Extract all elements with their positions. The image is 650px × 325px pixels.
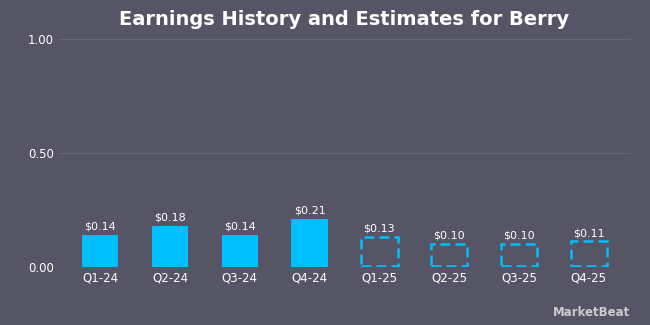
Text: $0.18: $0.18 (154, 213, 186, 223)
Bar (222, 235, 258, 266)
Bar (571, 241, 607, 266)
Bar (431, 244, 467, 266)
Title: Earnings History and Estimates for Berry: Earnings History and Estimates for Berry (120, 10, 569, 29)
Bar (291, 219, 328, 266)
Bar (361, 237, 398, 266)
Bar (152, 226, 188, 266)
Bar (82, 235, 118, 266)
Text: $0.14: $0.14 (224, 222, 255, 232)
Text: $0.10: $0.10 (503, 231, 535, 241)
Bar (500, 244, 537, 266)
Text: $0.11: $0.11 (573, 228, 604, 239)
Text: $0.14: $0.14 (84, 222, 116, 232)
Text: $0.10: $0.10 (434, 231, 465, 241)
Text: $0.13: $0.13 (363, 224, 395, 234)
Text: MarketBeat: MarketBeat (553, 306, 630, 318)
Text: $0.21: $0.21 (294, 206, 326, 216)
